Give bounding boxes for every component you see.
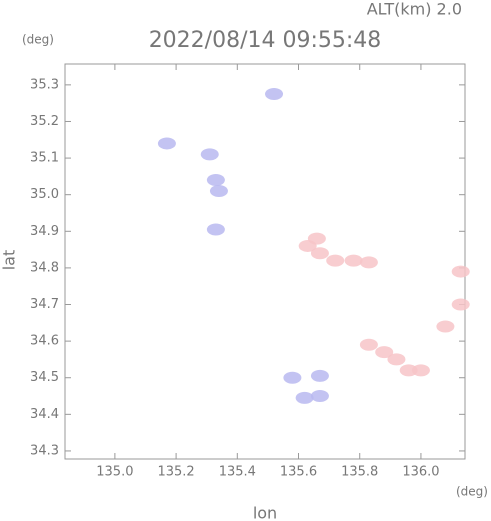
plot-frame: [64, 63, 466, 460]
y-tick-label: 34.8: [30, 260, 59, 275]
y-tick-label: 34.6: [30, 334, 59, 349]
echo-point: [307, 232, 326, 245]
x-axis-label: lon: [253, 504, 277, 521]
echo-point: [295, 391, 314, 404]
y-tick-label: 35.1: [30, 151, 59, 166]
y-tick-label: 35.2: [30, 114, 59, 129]
echo-point: [310, 390, 329, 403]
y-tick-label: 34.9: [30, 224, 59, 239]
x-tick-label: 136.0: [402, 465, 439, 480]
echo-point: [411, 364, 430, 377]
y-tick-label: 34.3: [30, 443, 59, 458]
echo-point: [451, 265, 470, 278]
echo-point: [206, 223, 225, 236]
echo-point: [209, 185, 228, 198]
y-axis-label: lat: [0, 250, 19, 271]
x-tick-label: 135.0: [96, 465, 133, 480]
echo-point: [387, 353, 406, 366]
echo-point: [157, 137, 176, 150]
y-tick-label: 34.4: [30, 407, 59, 422]
y-unit: (deg): [22, 33, 54, 47]
echo-point: [283, 371, 302, 384]
echo-point: [200, 148, 219, 161]
chart-title: 2022/08/14 09:55:48: [149, 28, 382, 53]
x-tick-label: 135.6: [280, 465, 317, 480]
echo-point: [359, 338, 378, 351]
y-tick-label: 34.5: [30, 370, 59, 385]
echo-point: [265, 88, 284, 101]
chart-subtitle: ALT(km) 2.0: [367, 0, 462, 19]
echo-point: [326, 254, 345, 267]
echo-point: [359, 256, 378, 269]
echo-point: [344, 254, 363, 267]
y-tick-label: 35.0: [30, 187, 59, 202]
echo-point: [375, 346, 394, 359]
y-tick-label: 34.7: [30, 297, 59, 312]
y-tick-label: 35.3: [30, 77, 59, 92]
echo-point: [451, 298, 470, 311]
x-unit: (deg): [456, 485, 488, 499]
x-tick-label: 135.2: [157, 465, 194, 480]
x-tick-label: 135.8: [341, 465, 378, 480]
x-tick-label: 135.4: [219, 465, 256, 480]
echo-point: [436, 320, 455, 333]
echo-point: [310, 247, 329, 260]
echo-point: [206, 174, 225, 187]
echo-point: [310, 369, 329, 382]
